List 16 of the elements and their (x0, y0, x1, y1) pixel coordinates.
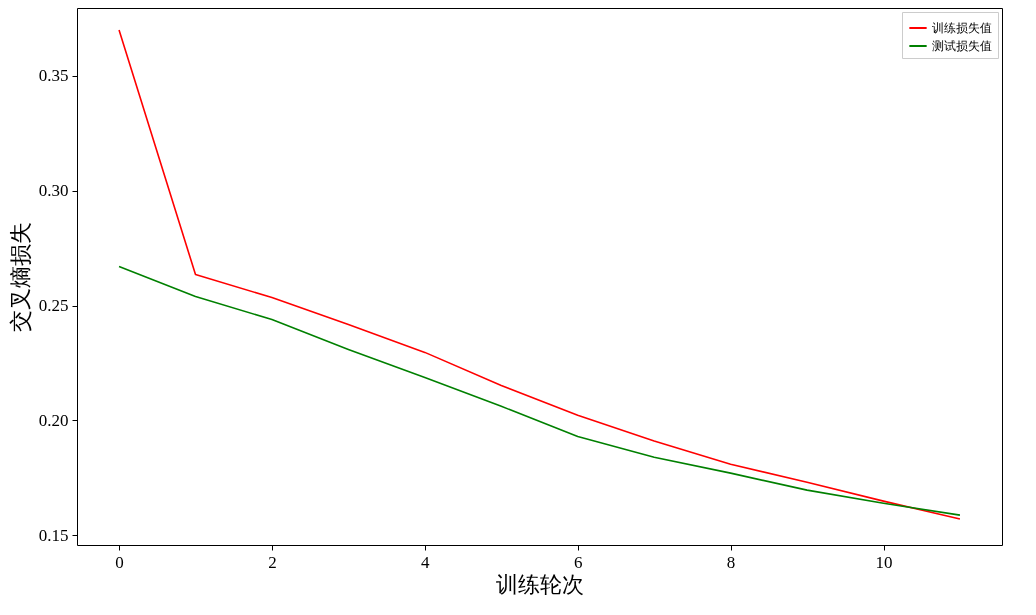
legend-label: 测试损失值 (932, 39, 992, 53)
x-axis-title: 训练轮次 (496, 571, 584, 597)
line-series (118, 265, 961, 516)
y-tick-label: 0.15 (38, 525, 69, 545)
y-tick-label: 0.35 (38, 66, 69, 86)
x-tick-label: 10 (875, 552, 893, 572)
y-tick-label: 0.30 (38, 181, 69, 201)
x-tick-label: 6 (573, 552, 583, 572)
x-tick-label: 8 (726, 552, 736, 572)
y-axis-title: 交叉熵损失 (7, 222, 33, 332)
x-tick-label: 0 (115, 552, 124, 572)
x-tick-label: 4 (421, 552, 431, 572)
x-tick-label: 2 (268, 552, 277, 572)
legend-label: 训练损失值 (932, 21, 992, 35)
y-tick-label: 0.25 (38, 296, 69, 316)
y-tick-label: 0.20 (38, 410, 69, 430)
